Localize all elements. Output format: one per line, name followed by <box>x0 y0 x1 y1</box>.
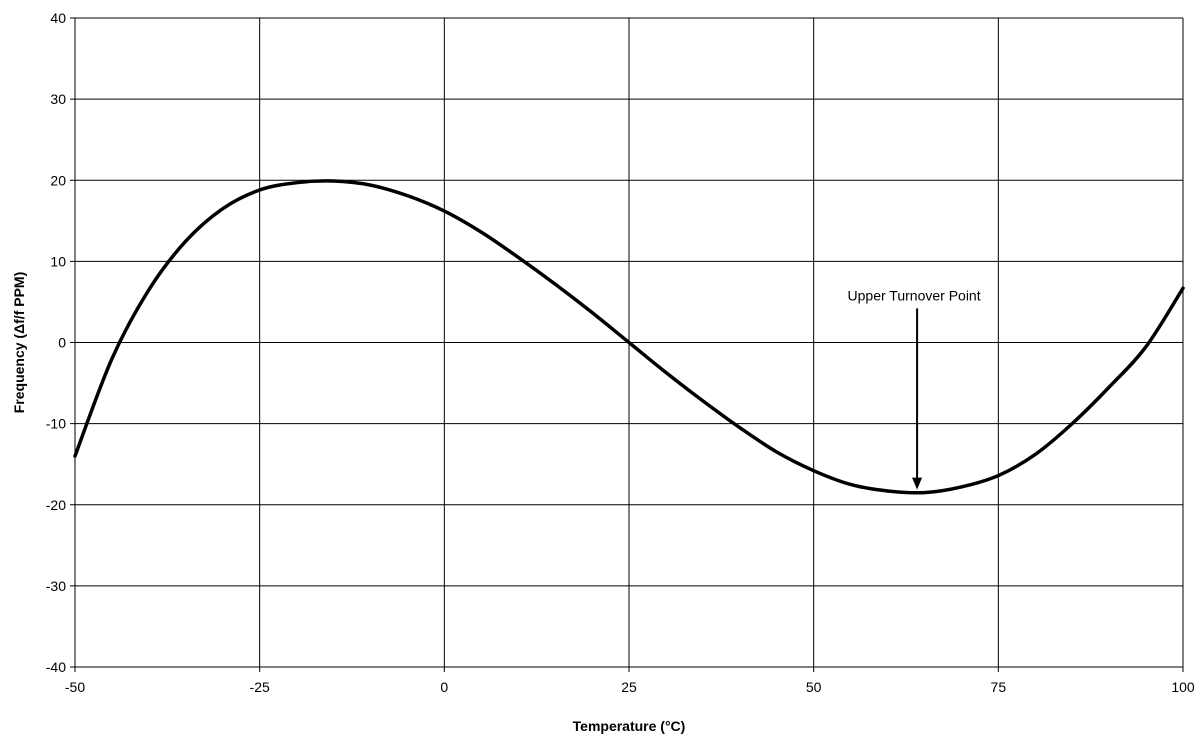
x-tick-label: 0 <box>440 679 448 695</box>
x-axis-title: Temperature (°C) <box>573 718 686 734</box>
x-tick-label: -50 <box>65 679 85 695</box>
y-tick-label: 10 <box>50 253 66 269</box>
y-tick-label: -40 <box>46 659 66 675</box>
y-tick-labels: -40 -30 -20 -10 0 10 20 30 40 <box>46 10 66 675</box>
x-tick-label: 25 <box>621 679 637 695</box>
y-tick-label: -30 <box>46 578 66 594</box>
y-tick-label: -20 <box>46 497 66 513</box>
y-tick-label: 0 <box>58 335 66 351</box>
frequency-curve <box>73 179 1185 495</box>
x-tick-label: 50 <box>806 679 822 695</box>
x-tick-labels: -50 -25 0 25 50 75 100 <box>65 679 1195 695</box>
y-tick-label: 20 <box>50 172 66 188</box>
annotation-label: Upper Turnover Point <box>848 287 981 303</box>
y-tick-label: 30 <box>50 91 66 107</box>
x-tick-label: 75 <box>991 679 1007 695</box>
x-tick-label: -25 <box>250 679 270 695</box>
annotation-upper-turnover: Upper Turnover Point <box>848 287 981 490</box>
y-tick-label: -10 <box>46 416 66 432</box>
y-axis-title: Frequency (Δf/f PPM) <box>11 272 27 414</box>
x-tick-label: 100 <box>1171 679 1195 695</box>
annotation-arrowhead <box>912 477 923 490</box>
grid-lines <box>70 17 1184 672</box>
y-tick-label: 40 <box>50 10 66 26</box>
